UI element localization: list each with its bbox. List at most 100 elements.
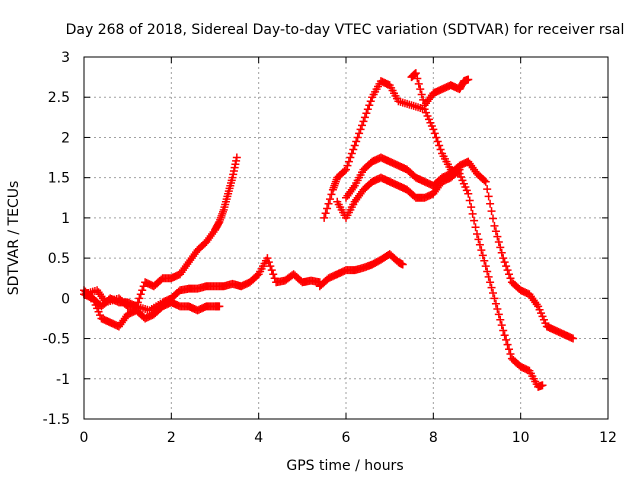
data-point [486, 199, 495, 208]
data-point [327, 190, 336, 199]
x-tick-label: 4 [254, 430, 263, 446]
data-point [506, 274, 515, 283]
data-point [365, 101, 374, 110]
data-point [490, 221, 499, 230]
data-point [470, 216, 479, 225]
data-point [352, 137, 361, 146]
data-point [500, 258, 509, 267]
data-point [487, 207, 496, 216]
y-tick-label: -1.5 [43, 412, 70, 428]
data-point [433, 137, 442, 146]
data-point [253, 271, 262, 280]
y-tick-label: 2 [61, 130, 70, 146]
data-point [477, 246, 486, 255]
data-point [491, 227, 500, 236]
data-point [362, 109, 371, 118]
data-point [417, 90, 426, 99]
x-tick-label: 2 [167, 430, 176, 446]
series-6 [407, 69, 473, 110]
data-point [343, 161, 352, 170]
data-point [429, 125, 438, 134]
data-point [349, 145, 358, 154]
data-point [500, 331, 509, 340]
data-point [432, 133, 441, 142]
data-point [493, 232, 502, 241]
series-4 [315, 250, 407, 291]
data-point [481, 262, 490, 271]
y-axis-label: SDTVAR / TECUs [6, 181, 22, 296]
data-point [356, 125, 365, 134]
x-axis-label: GPS time / hours [286, 458, 403, 474]
x-tick-label: 0 [80, 430, 89, 446]
data-point [436, 145, 445, 154]
data-point [232, 153, 241, 162]
y-tick-label: 2.5 [48, 90, 70, 106]
data-point [355, 129, 364, 138]
data-point [496, 315, 505, 324]
data-point [325, 195, 334, 204]
y-tick-label: 3 [61, 50, 70, 66]
data-point [497, 321, 506, 330]
data-point [414, 79, 423, 88]
data-point [487, 283, 496, 292]
data-point [502, 262, 511, 271]
axis-ticks: 0 2 4 6 8 10 12 -1.5 -1 -0.5 0 0.5 1 1.5 2 2.5 3 [43, 50, 617, 446]
y-tick-label: 0 [61, 291, 70, 307]
data-point [340, 166, 349, 175]
data-point [489, 214, 498, 223]
data-point [454, 166, 463, 175]
data-point [502, 335, 511, 344]
series-3 [80, 254, 324, 315]
data-point [266, 262, 275, 271]
data-point [358, 121, 367, 130]
y-tick-label: 0.5 [48, 251, 70, 267]
x-tick-label: 8 [429, 430, 438, 446]
data-point [496, 243, 505, 252]
y-tick-label: -1 [56, 372, 70, 388]
data-point [505, 345, 514, 354]
data-point [264, 258, 273, 267]
data-point [491, 299, 500, 308]
data-point [538, 381, 547, 390]
plot-frame [83, 56, 609, 420]
data-point [497, 248, 506, 257]
grid [84, 57, 608, 419]
data-point [494, 310, 503, 319]
data-point [135, 294, 144, 303]
data-point [499, 254, 508, 263]
data-point [493, 305, 502, 314]
data-point [465, 196, 474, 205]
x-tick-label: 12 [599, 430, 617, 446]
data-point [455, 165, 464, 174]
y-tick-label: -0.5 [43, 332, 70, 348]
data-point [483, 267, 492, 276]
data-point [494, 238, 503, 247]
data-point [435, 141, 444, 150]
data-point [263, 254, 272, 263]
data-point [464, 75, 473, 84]
data-point [320, 213, 329, 222]
data-point [468, 209, 477, 218]
data-point [416, 85, 425, 94]
data-point [359, 117, 368, 126]
data-point [363, 105, 372, 114]
x-tick-label: 10 [512, 430, 530, 446]
series-5 [320, 77, 547, 391]
data-point [486, 278, 495, 287]
data-point [269, 270, 278, 279]
data-point [136, 290, 145, 299]
data-point [324, 199, 333, 208]
data-point [483, 185, 492, 194]
data-point [475, 240, 484, 249]
data-point [503, 340, 512, 349]
series-2 [80, 286, 224, 331]
data-point [503, 266, 512, 275]
data-point [366, 97, 375, 106]
y-tick-label: 1 [61, 211, 70, 227]
data-point [474, 235, 483, 244]
data-point [464, 189, 473, 198]
x-tick-label: 6 [342, 430, 351, 446]
data-point [430, 129, 439, 138]
data-point [489, 288, 498, 297]
